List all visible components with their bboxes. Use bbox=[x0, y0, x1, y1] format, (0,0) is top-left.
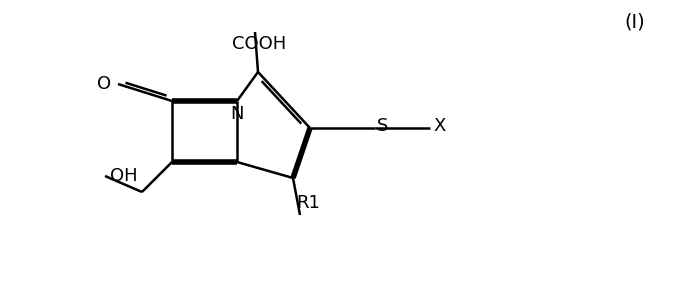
Text: (I): (I) bbox=[625, 12, 645, 31]
Text: R1: R1 bbox=[296, 194, 320, 212]
Text: O: O bbox=[97, 75, 111, 93]
Text: S: S bbox=[377, 117, 389, 135]
Text: N: N bbox=[231, 105, 243, 123]
Text: OH: OH bbox=[110, 167, 138, 185]
Text: COOH: COOH bbox=[232, 35, 286, 53]
Text: X: X bbox=[434, 117, 446, 135]
